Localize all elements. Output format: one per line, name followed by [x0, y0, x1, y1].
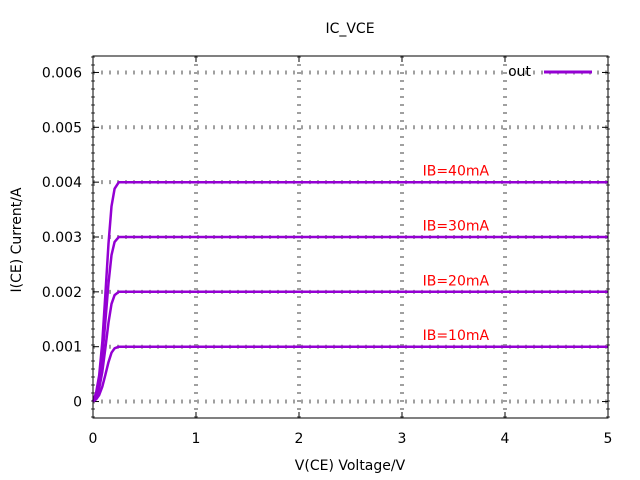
legend-entry-label: out	[508, 64, 531, 80]
y-axis-label: I(CE) Current/A	[9, 187, 25, 292]
x-tick-label: 0	[89, 431, 98, 447]
y-tick-label: 0.006	[42, 65, 82, 81]
plot-frame	[92, 55, 609, 419]
y-tick-label: 0	[73, 395, 82, 411]
x-tick-label: 2	[295, 431, 304, 447]
series-lines	[91, 180, 608, 403]
y-tick-label: 0.003	[42, 230, 82, 246]
series-line-ib-4	[91, 180, 608, 402]
annotation-label: IB=10mA	[423, 328, 490, 344]
x-tick-label: 1	[192, 431, 201, 447]
series-line-ib-1	[92, 345, 608, 403]
x-tick-label: 3	[398, 431, 407, 447]
chart-title: IC_VCE	[325, 21, 374, 37]
x-axis-label: V(CE) Voltage/V	[295, 458, 406, 474]
x-tick-label: 4	[501, 431, 510, 447]
y-tick-label: 0.005	[42, 120, 82, 136]
y-tick-label: 0.001	[42, 340, 82, 356]
y-tick-label: 0.002	[42, 285, 82, 301]
annotations: IB=10mA IB=20mA IB=30mA IB=40mA	[423, 164, 490, 345]
annotation-label: IB=30mA	[423, 218, 490, 234]
annotation-label: IB=40mA	[423, 164, 490, 180]
x-tick-label: 5	[604, 431, 613, 447]
y-tick-label: 0.004	[42, 175, 82, 191]
series-line-ib-2	[91, 290, 608, 403]
legend: out	[508, 64, 592, 80]
annotation-label: IB=20mA	[423, 273, 490, 289]
